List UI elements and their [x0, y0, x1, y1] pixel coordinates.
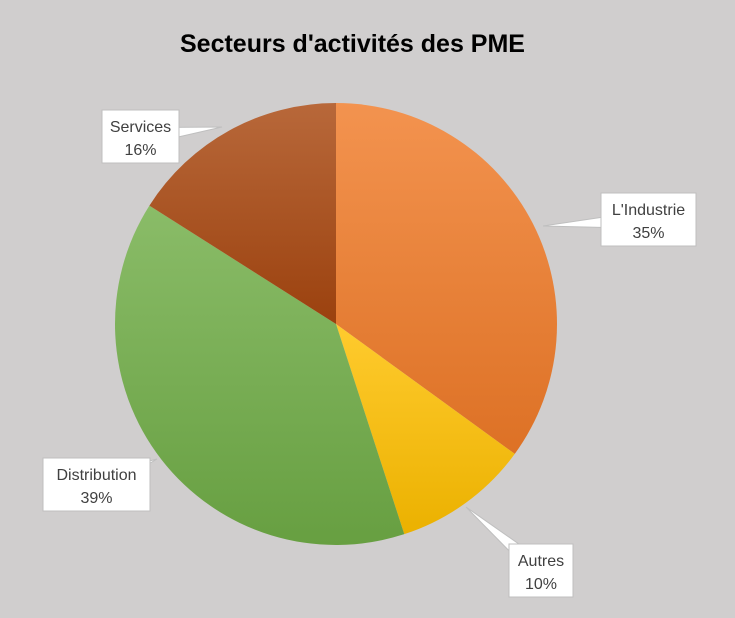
data-label-l-industrie: L'Industrie 35% [542, 192, 697, 247]
data-label-autres: Autres 10% [465, 506, 574, 598]
pie-slice-l-industrie [336, 103, 557, 454]
data-label-category: Autres [518, 553, 564, 570]
data-label-category: Services [110, 119, 171, 136]
chart-title: Secteurs d'activités des PME [180, 30, 525, 58]
data-label-category: Distribution [56, 467, 136, 484]
pie-slice-distribution [114, 205, 405, 545]
pie-slice-services [149, 103, 336, 324]
data-label-services: Services 16% [101, 109, 223, 164]
pie-slice-autres [336, 324, 515, 535]
data-label-category: L'Industrie [612, 202, 685, 219]
data-label-percent: 16% [124, 142, 156, 159]
data-label-percent: 39% [80, 490, 112, 507]
data-label-percent: 35% [632, 225, 664, 242]
data-label-distribution: Distribution 39% [42, 457, 158, 512]
data-label-percent: 10% [525, 576, 557, 593]
